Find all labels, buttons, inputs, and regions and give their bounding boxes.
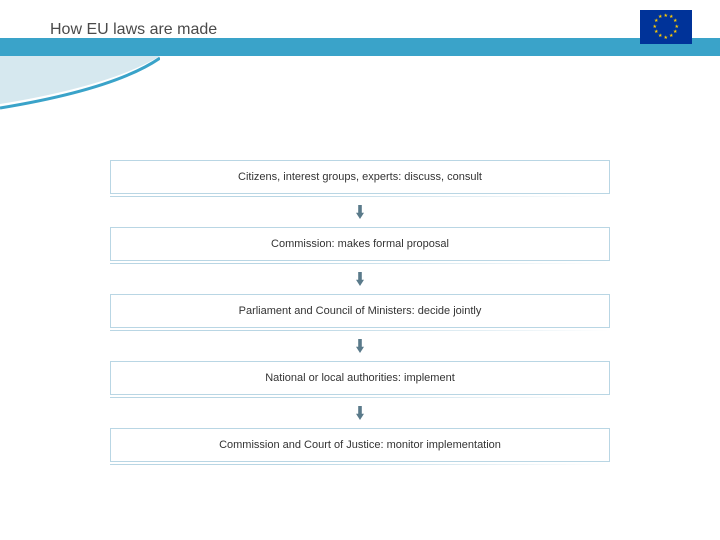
flow-step: Parliament and Council of Ministers: dec… bbox=[110, 294, 610, 328]
eu-star-icon: ★ bbox=[654, 30, 658, 35]
eu-star-icon: ★ bbox=[664, 14, 668, 19]
eu-star-icon: ★ bbox=[658, 34, 662, 39]
flow-step: Citizens, interest groups, experts: disc… bbox=[110, 160, 610, 194]
page-title: How EU laws are made bbox=[50, 21, 217, 39]
header-accent-bar bbox=[0, 38, 720, 56]
arrow-down-icon bbox=[356, 406, 364, 420]
eu-star-icon: ★ bbox=[669, 34, 673, 39]
arrow-down-icon bbox=[356, 272, 364, 286]
eu-star-icon: ★ bbox=[664, 36, 668, 41]
swoosh-line bbox=[0, 58, 160, 108]
flowchart: Citizens, interest groups, experts: disc… bbox=[110, 160, 610, 465]
eu-star-icon: ★ bbox=[673, 30, 677, 35]
step-underline bbox=[110, 263, 610, 264]
step-underline bbox=[110, 397, 610, 398]
eu-star-icon: ★ bbox=[658, 15, 662, 20]
step-underline bbox=[110, 196, 610, 197]
swoosh-decoration bbox=[0, 56, 160, 126]
step-underline bbox=[110, 464, 610, 465]
step-underline bbox=[110, 330, 610, 331]
eu-star-icon: ★ bbox=[653, 25, 657, 30]
flow-step: Commission: makes formal proposal bbox=[110, 227, 610, 261]
header: How EU laws are made ★★★★★★★★★★★★ bbox=[0, 0, 720, 60]
arrow-down-icon bbox=[356, 339, 364, 353]
flow-step: Commission and Court of Justice: monitor… bbox=[110, 428, 610, 462]
eu-stars: ★★★★★★★★★★★★ bbox=[652, 13, 680, 41]
eu-flag-icon: ★★★★★★★★★★★★ bbox=[640, 10, 692, 44]
flow-step: National or local authorities: implement bbox=[110, 361, 610, 395]
arrow-down-icon bbox=[356, 205, 364, 219]
swoosh-fill bbox=[0, 56, 160, 104]
